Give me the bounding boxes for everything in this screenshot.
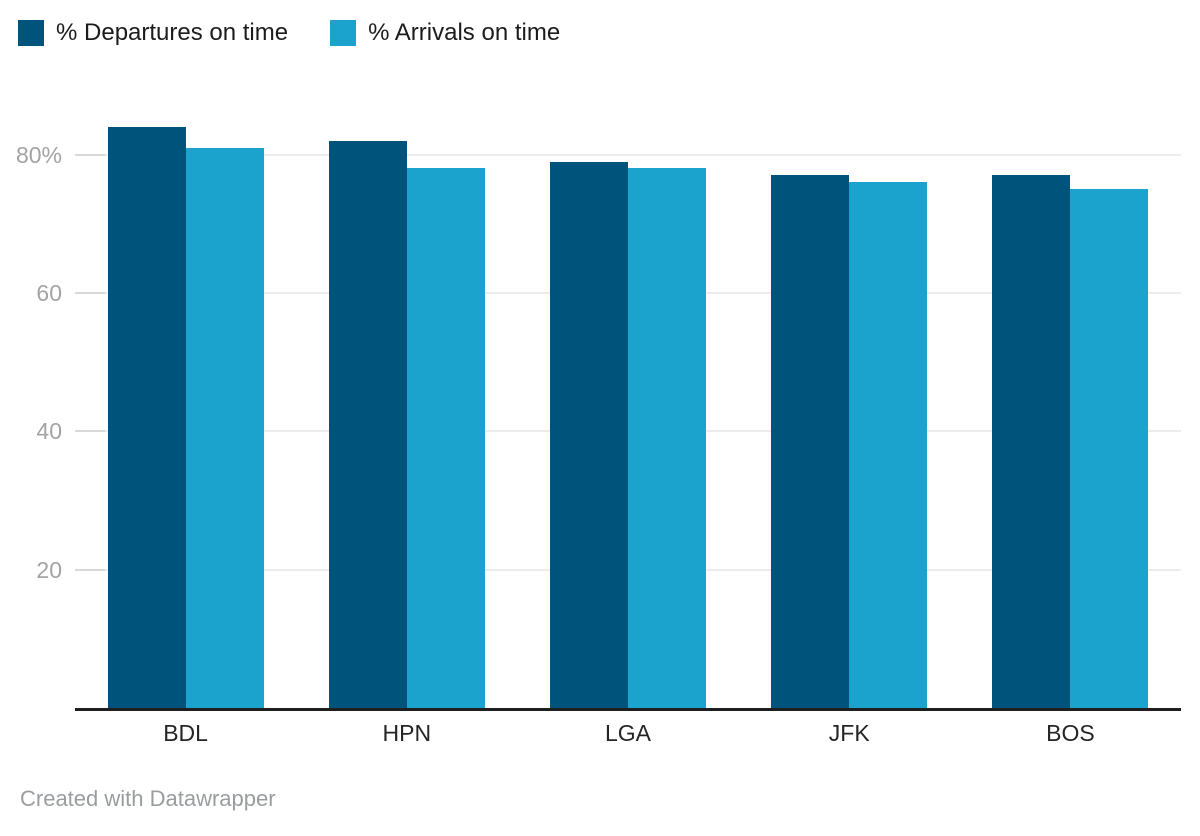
bar-arrivals-bdl[interactable] [185, 147, 264, 708]
y-tick-mark [75, 153, 105, 156]
y-tick-label: 80% [15, 141, 62, 168]
x-axis-label-bos: BOS [1046, 720, 1095, 746]
x-axis-label-jfk: JFK [828, 720, 870, 746]
bar-groups [75, 120, 1181, 708]
y-tick-label: 60 [36, 279, 62, 306]
bar-departures-jfk[interactable] [771, 175, 850, 708]
y-tick-mark [75, 430, 105, 433]
bar-arrivals-bos[interactable] [1070, 189, 1149, 708]
bar-departures-bos[interactable] [992, 175, 1071, 708]
legend: % Departures on time % Arrivals on time [18, 20, 602, 46]
legend-item-arrivals: % Arrivals on time [330, 20, 560, 46]
legend-label: % Arrivals on time [368, 19, 561, 46]
bar-group-bos [960, 120, 1181, 708]
bar-departures-hpn[interactable] [328, 140, 407, 708]
legend-swatch-departures [18, 20, 44, 46]
y-tick-label: 20 [36, 556, 62, 583]
legend-item-departures: % Departures on time [18, 20, 288, 46]
legend-swatch-arrivals [330, 20, 357, 46]
bar-departures-lga[interactable] [550, 161, 628, 708]
bar-arrivals-hpn[interactable] [406, 168, 485, 708]
bar-group-lga [517, 120, 738, 708]
bar-departures-bdl[interactable] [107, 126, 186, 708]
datawrapper-credit-link[interactable]: Created with Datawrapper [20, 786, 276, 811]
y-tick-label: 40 [36, 418, 62, 445]
x-axis-label-hpn: HPN [382, 720, 432, 746]
plot-area [75, 120, 1181, 711]
bar-group-bdl [75, 120, 296, 708]
x-axis-label-lga: LGA [604, 720, 652, 746]
x-axis-label-bdl: BDL [163, 720, 208, 746]
bar-arrivals-jfk[interactable] [849, 182, 928, 708]
x-axis: BDL HPN LGA JFK BOS [75, 718, 1181, 748]
y-tick-mark [75, 568, 105, 571]
bar-group-jfk [739, 120, 960, 708]
y-tick-mark [75, 291, 105, 294]
legend-label: % Departures on time [56, 19, 289, 46]
gridline-80 [75, 153, 1181, 156]
bar-arrivals-lga[interactable] [628, 168, 706, 708]
bar-group-hpn [296, 120, 517, 708]
